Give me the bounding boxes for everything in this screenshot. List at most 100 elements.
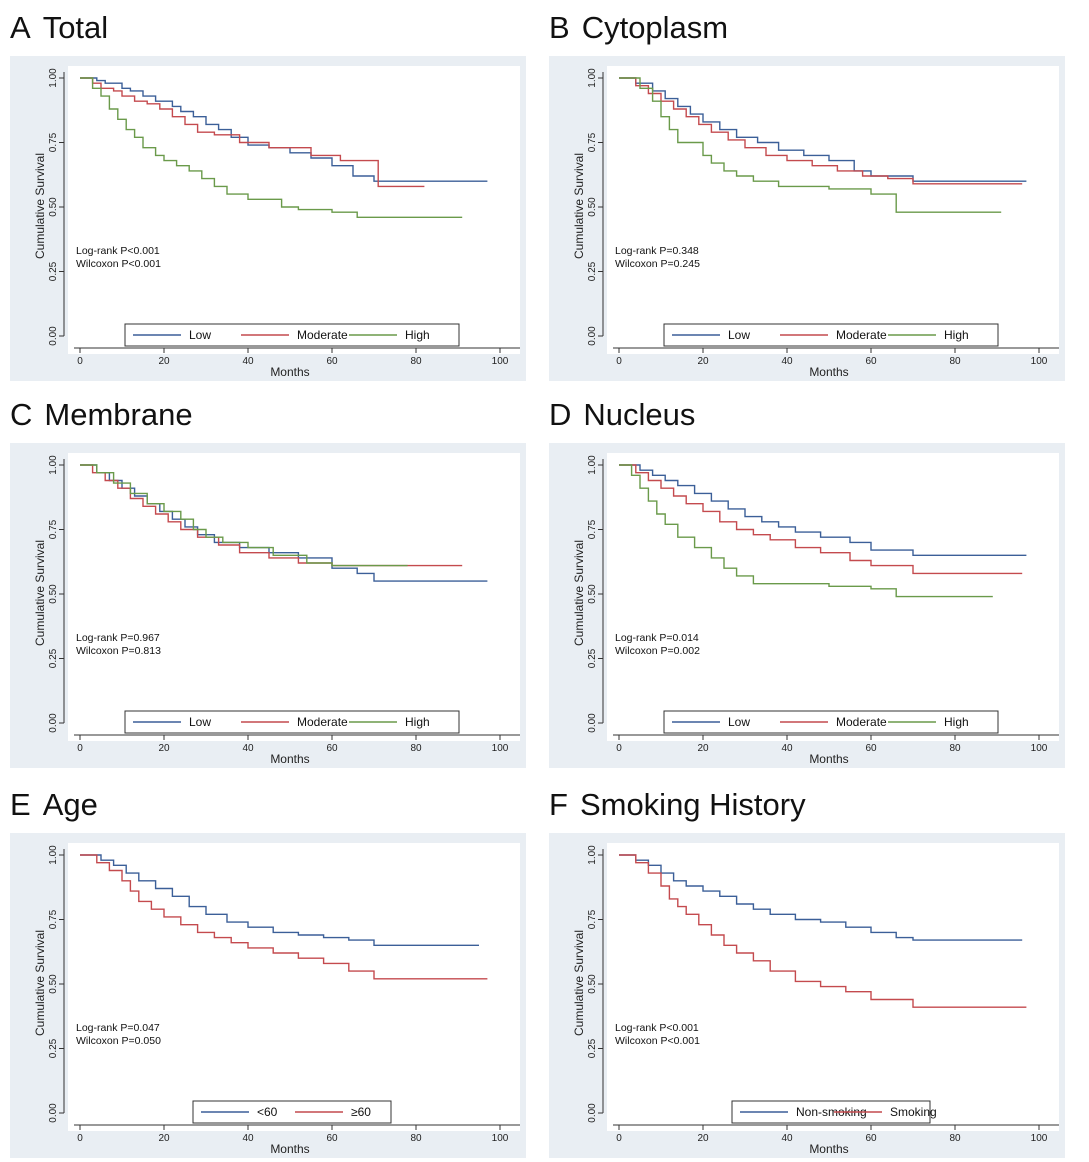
x-tick-label: 0 bbox=[77, 356, 83, 367]
y-axis-label: Cumulative Survival bbox=[572, 540, 586, 646]
stat-annotation: Wilcoxon P<0.001 bbox=[615, 1035, 700, 1047]
y-tick-label: 0.75 bbox=[48, 132, 59, 152]
panel-title: F Smoking History bbox=[549, 787, 806, 823]
panel-title-text: Smoking History bbox=[579, 787, 806, 822]
y-tick-label: 0.25 bbox=[48, 261, 59, 281]
panel-b: B Cytoplasm 0.00 0.25 0.50 0.75 1.00 Cumulative… bbox=[549, 10, 1065, 385]
panel-title-text: Age bbox=[42, 787, 98, 822]
y-tick-label: 0.25 bbox=[48, 648, 59, 668]
legend-label: Low bbox=[728, 715, 750, 729]
survival-curve-2 bbox=[80, 77, 463, 218]
legend-label: High bbox=[944, 328, 969, 342]
panel-title: B Cytoplasm bbox=[549, 10, 728, 46]
x-tick-label: 60 bbox=[865, 743, 877, 754]
legend-box bbox=[192, 1100, 392, 1124]
stat-annotation: Log-rank P=0.967 bbox=[76, 632, 160, 644]
panel-d: D Nucleus 0.00 0.25 0.50 0.75 1.00 Cumulative S… bbox=[549, 397, 1065, 772]
stat-annotation: Wilcoxon P=0.002 bbox=[615, 645, 700, 657]
legend-label: Moderate bbox=[297, 328, 348, 342]
x-tick-label: 40 bbox=[242, 356, 254, 367]
x-tick-label: 80 bbox=[949, 1133, 961, 1144]
survival-curve-0 bbox=[619, 854, 1023, 941]
stat-annotation: Log-rank P<0.001 bbox=[76, 245, 160, 257]
plot-area bbox=[607, 66, 1059, 354]
x-tick-label: 100 bbox=[1031, 356, 1048, 367]
x-tick-label: 60 bbox=[865, 1133, 877, 1144]
survival-curve-1 bbox=[80, 854, 488, 980]
y-axis-label: Cumulative Survival bbox=[33, 930, 47, 1036]
panel-f: F Smoking History 0.00 0.25 0.50 0.75 1.00 Cumu… bbox=[549, 787, 1065, 1162]
y-tick-label: 0.00 bbox=[587, 713, 598, 733]
y-tick-label: 1.00 bbox=[587, 455, 598, 475]
x-tick-label: 40 bbox=[242, 1133, 254, 1144]
stat-annotation: Log-rank P=0.047 bbox=[76, 1022, 160, 1034]
km-chart: 0.00 0.25 0.50 0.75 1.00 Cumulative Survival 0… bbox=[10, 56, 526, 381]
km-chart: 0.00 0.25 0.50 0.75 1.00 Cumulative Survival 0… bbox=[10, 443, 526, 768]
y-tick-label: 0.00 bbox=[48, 1103, 59, 1123]
stat-annotation: Log-rank P=0.348 bbox=[615, 245, 699, 257]
y-tick-label: 0.50 bbox=[48, 974, 59, 994]
y-tick-label: 0.00 bbox=[587, 326, 598, 346]
x-tick-label: 60 bbox=[326, 743, 338, 754]
stat-annotation: Log-rank P<0.001 bbox=[615, 1022, 699, 1034]
x-tick-label: 100 bbox=[492, 743, 509, 754]
x-tick-label: 60 bbox=[326, 1133, 338, 1144]
x-tick-label: 100 bbox=[492, 1133, 509, 1144]
y-tick-label: 0.75 bbox=[587, 909, 598, 929]
x-tick-label: 20 bbox=[158, 356, 170, 367]
legend-label: High bbox=[405, 328, 430, 342]
x-tick-label: 100 bbox=[492, 356, 509, 367]
legend-label: High bbox=[944, 715, 969, 729]
x-tick-label: 20 bbox=[697, 1133, 709, 1144]
panel-letter: F bbox=[549, 787, 568, 822]
y-axis-label: Cumulative Survival bbox=[33, 540, 47, 646]
panel-letter: E bbox=[10, 787, 31, 822]
x-tick-label: 80 bbox=[410, 1133, 422, 1144]
survival-curve-1 bbox=[80, 464, 463, 567]
x-tick-label: 20 bbox=[158, 743, 170, 754]
panel-letter: D bbox=[549, 397, 572, 432]
x-tick-label: 100 bbox=[1031, 1133, 1048, 1144]
y-tick-label: 0.50 bbox=[587, 584, 598, 604]
survival-curve-2 bbox=[80, 464, 408, 567]
legend-label: Low bbox=[189, 328, 211, 342]
y-tick-label: 0.00 bbox=[587, 1103, 598, 1123]
y-tick-label: 0.75 bbox=[587, 132, 598, 152]
survival-curve-1 bbox=[619, 464, 1023, 575]
x-tick-label: 40 bbox=[781, 356, 793, 367]
y-tick-label: 0.50 bbox=[48, 584, 59, 604]
km-chart: 0.00 0.25 0.50 0.75 1.00 Cumulative Survival 0… bbox=[549, 833, 1065, 1158]
survival-curve-1 bbox=[80, 77, 425, 188]
legend-box bbox=[124, 710, 460, 734]
stat-annotation: Log-rank P=0.014 bbox=[615, 632, 699, 644]
panel-letter: B bbox=[549, 10, 570, 45]
x-tick-label: 0 bbox=[616, 743, 622, 754]
legend-label: Moderate bbox=[836, 328, 887, 342]
y-tick-label: 1.00 bbox=[48, 68, 59, 88]
panel-e: E Age 0.00 0.25 0.50 0.75 1.00 Cumulative Survi… bbox=[10, 787, 526, 1162]
x-tick-label: 20 bbox=[158, 1133, 170, 1144]
x-axis-label: Months bbox=[809, 1142, 848, 1156]
y-tick-label: 1.00 bbox=[48, 455, 59, 475]
panel-title: A Total bbox=[10, 10, 108, 46]
km-chart: 0.00 0.25 0.50 0.75 1.00 Cumulative Survival 0… bbox=[10, 833, 526, 1158]
x-tick-label: 80 bbox=[410, 743, 422, 754]
y-tick-label: 0.25 bbox=[587, 648, 598, 668]
legend-label: Low bbox=[728, 328, 750, 342]
y-tick-label: 0.00 bbox=[48, 713, 59, 733]
panel-title-text: Membrane bbox=[44, 397, 193, 432]
y-tick-label: 1.00 bbox=[587, 68, 598, 88]
x-tick-label: 20 bbox=[697, 743, 709, 754]
x-tick-label: 40 bbox=[242, 743, 254, 754]
y-tick-label: 0.25 bbox=[48, 1038, 59, 1058]
x-tick-label: 0 bbox=[616, 1133, 622, 1144]
survival-curve-0 bbox=[619, 464, 1027, 556]
y-tick-label: 1.00 bbox=[587, 845, 598, 865]
panel-a: A Total 0.00 0.25 0.50 0.75 1.00 Cumulative Sur… bbox=[10, 10, 526, 385]
legend-label: Moderate bbox=[297, 715, 348, 729]
survival-curve-2 bbox=[619, 77, 1002, 213]
legend-label: Smoking bbox=[890, 1105, 937, 1119]
x-axis-label: Months bbox=[270, 365, 309, 379]
x-tick-label: 20 bbox=[697, 356, 709, 367]
plot-area bbox=[68, 66, 520, 354]
